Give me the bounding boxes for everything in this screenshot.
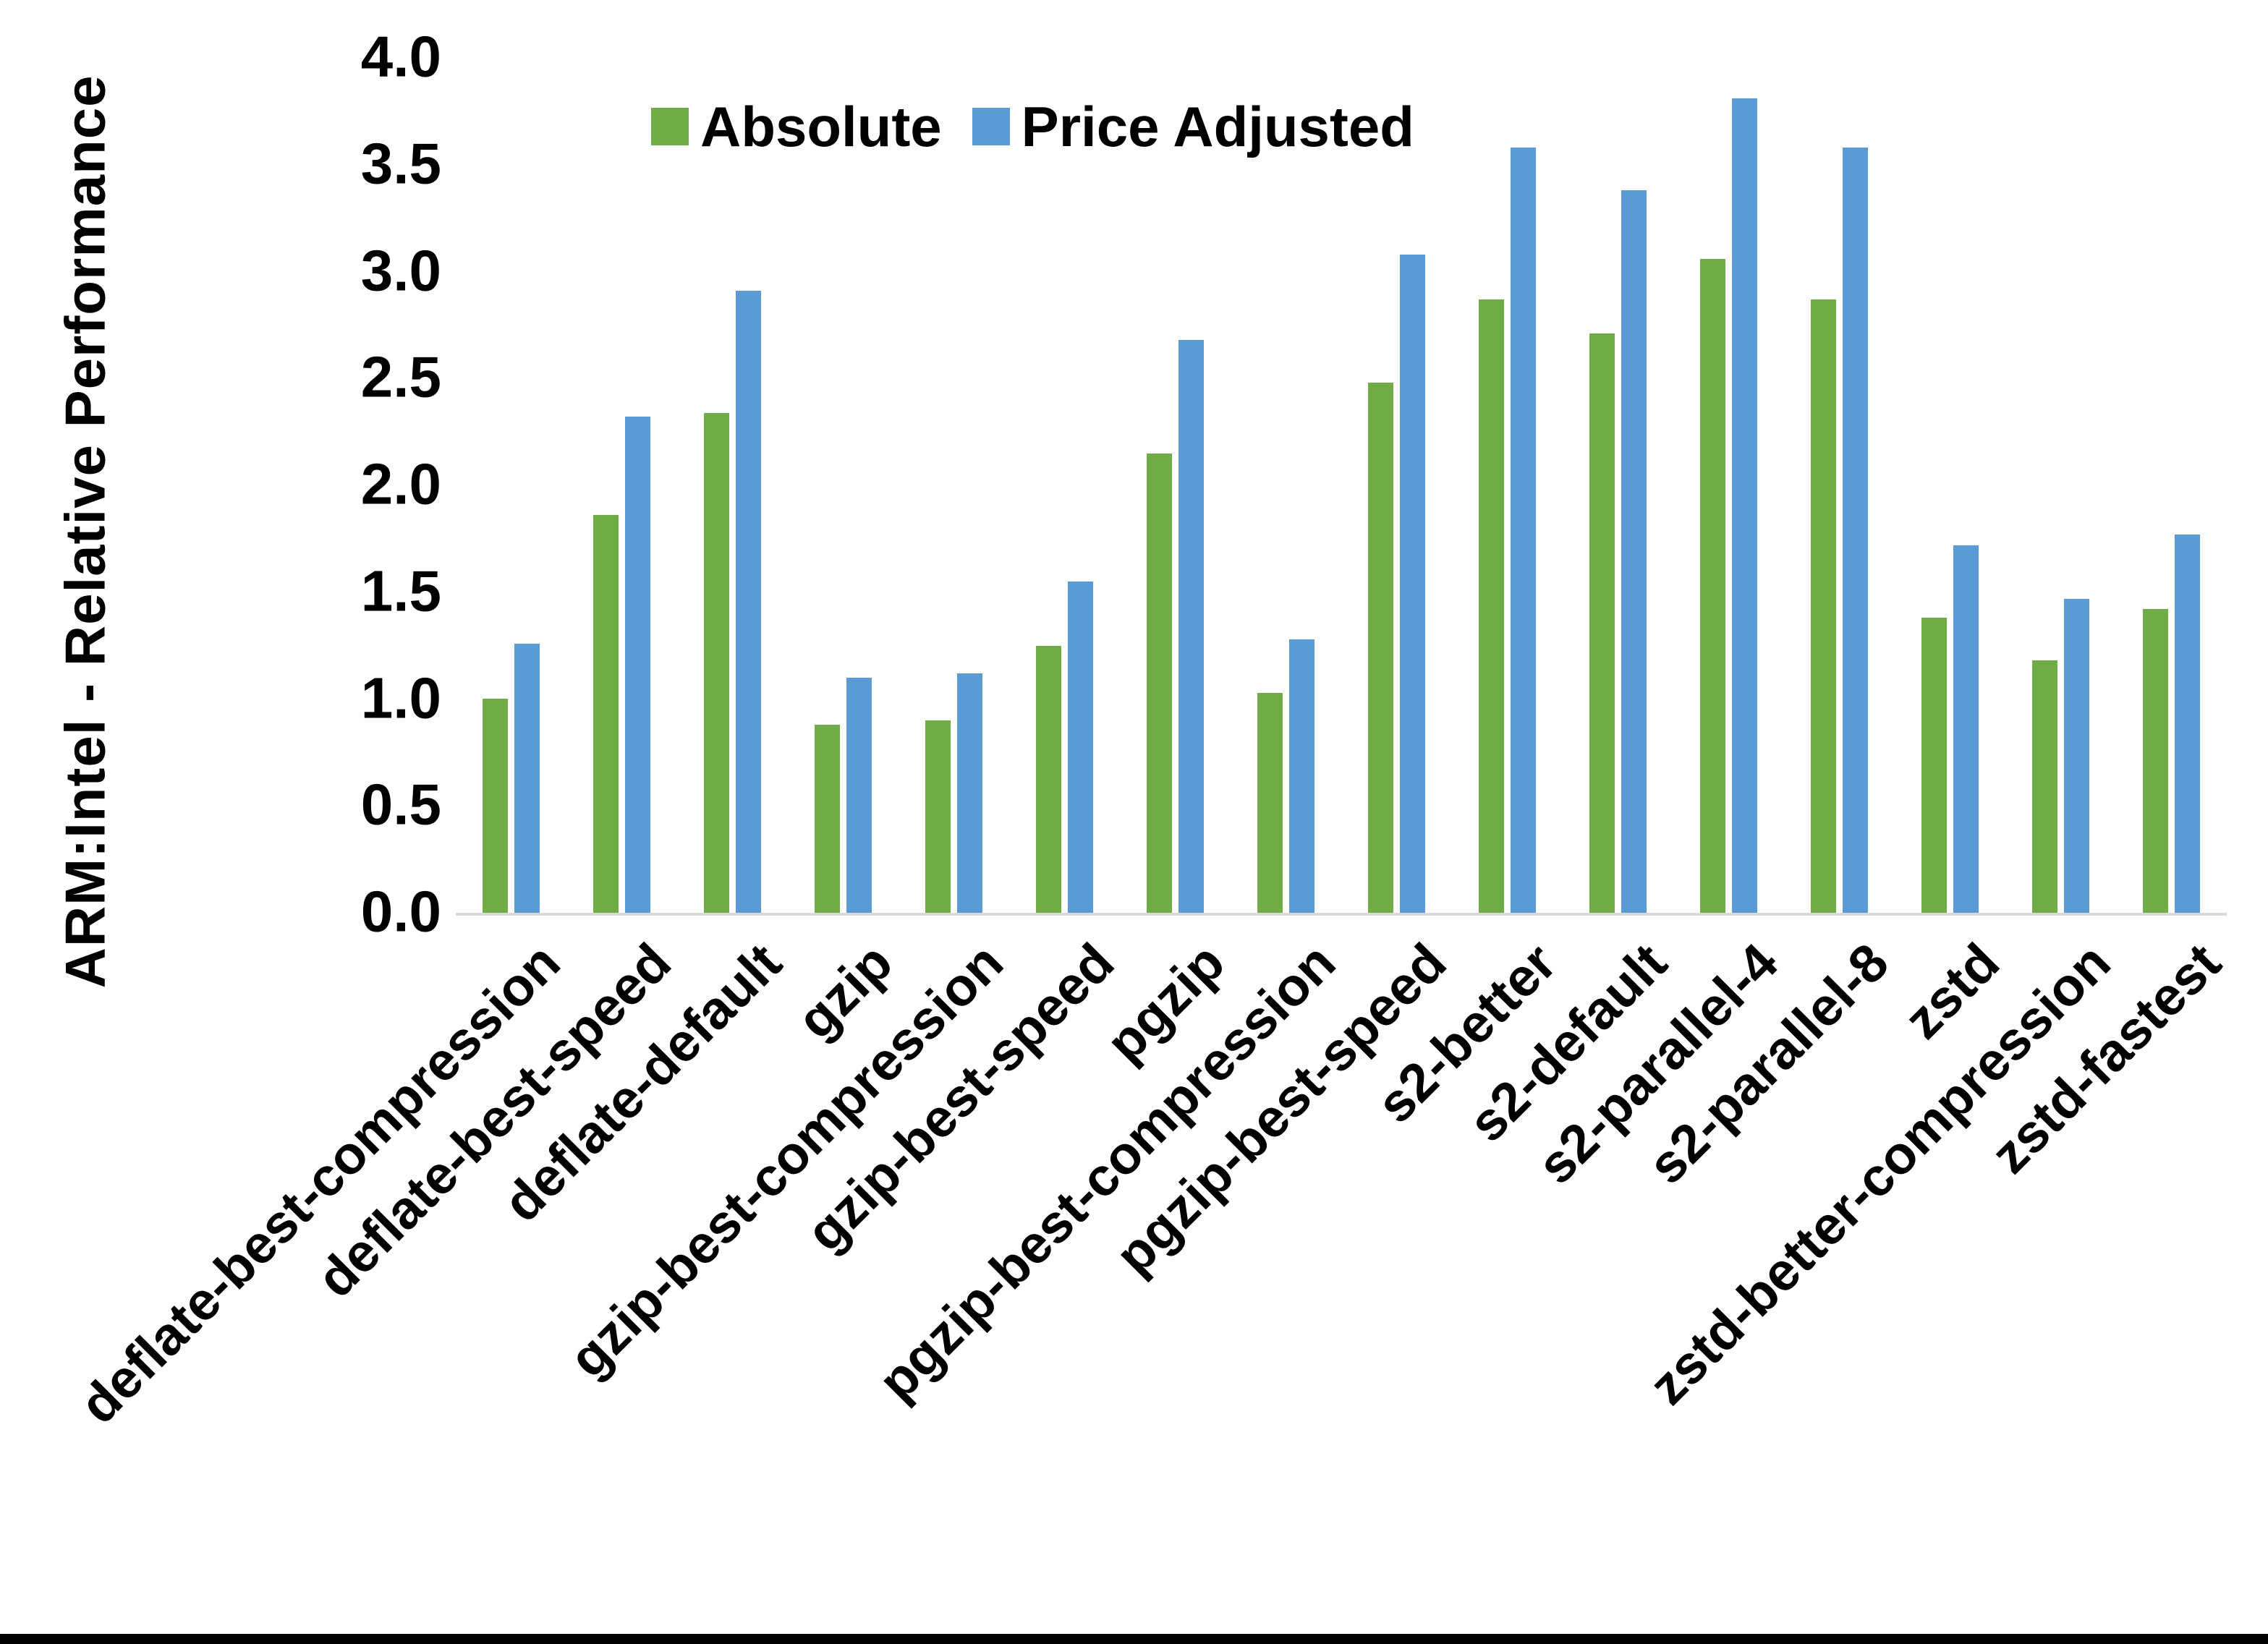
bar-price-adjusted: [1400, 255, 1425, 913]
bar-price-adjusted: [1732, 98, 1757, 913]
legend-item: Price Adjusted: [972, 98, 1414, 155]
bar-price-adjusted: [2175, 534, 2200, 913]
bar-price-adjusted: [1068, 582, 1093, 913]
bar-group: [456, 58, 566, 913]
legend-swatch-absolute: [651, 108, 689, 145]
bar-group: [1673, 58, 1784, 913]
bar-price-adjusted: [1178, 340, 1204, 913]
y-tick-label: 1.0: [360, 665, 441, 730]
bar-group: [2005, 58, 2116, 913]
bar-absolute: [815, 725, 840, 913]
bar-absolute: [2143, 609, 2168, 913]
bar-group: [1563, 58, 1673, 913]
bar-price-adjusted: [1621, 190, 1647, 913]
bar-group: [677, 58, 788, 913]
y-tick-label: 0.0: [360, 879, 441, 944]
bar-group: [2116, 58, 2227, 913]
legend-label: Absolute: [700, 95, 942, 158]
bar-group: [899, 58, 1009, 913]
bottom-border-strip: [0, 1634, 2268, 1644]
legend-label: Price Adjusted: [1021, 95, 1414, 158]
bar-absolute: [1147, 453, 1172, 913]
bar-absolute: [1036, 646, 1061, 913]
bar-group: [1009, 58, 1120, 913]
bar-group: [1231, 58, 1341, 913]
bar-absolute: [1257, 693, 1283, 913]
bar-price-adjusted: [957, 673, 982, 913]
bar-absolute: [925, 720, 951, 913]
bar-price-adjusted: [514, 644, 540, 913]
bar-absolute: [1479, 299, 1504, 913]
bar-group: [1895, 58, 2005, 913]
y-tick-label: 3.5: [360, 131, 441, 196]
bar-price-adjusted: [1843, 148, 1868, 913]
bar-absolute: [1700, 259, 1725, 913]
bar-absolute: [1921, 618, 1947, 913]
legend-item: Absolute: [651, 98, 942, 155]
legend-swatch-price-adjusted: [972, 108, 1010, 145]
y-tick-label: 3.0: [360, 237, 441, 302]
bar-absolute: [1368, 383, 1393, 913]
bar-group: [566, 58, 677, 913]
plot-area: [456, 58, 2227, 916]
y-tick-label: 2.0: [360, 451, 441, 516]
y-tick-label: 4.0: [360, 24, 441, 89]
bar-absolute: [483, 699, 508, 913]
y-axis-title: ARM:Intel - Relative Performance: [53, 74, 117, 989]
bar-absolute: [2032, 660, 2057, 913]
bar-price-adjusted: [1289, 639, 1314, 913]
bar-group: [1784, 58, 1895, 913]
bar-absolute: [704, 413, 729, 913]
bar-group: [788, 58, 899, 913]
bar-price-adjusted: [1511, 148, 1536, 913]
bar-price-adjusted: [1953, 545, 1979, 913]
bar-absolute: [1589, 333, 1615, 913]
y-tick-label: 1.5: [360, 558, 441, 623]
bar-absolute: [593, 515, 619, 913]
y-tick-label: 0.5: [360, 772, 441, 837]
bar-price-adjusted: [625, 417, 650, 913]
bar-group: [1341, 58, 1452, 913]
bar-group: [1120, 58, 1231, 913]
bar-absolute: [1811, 299, 1836, 913]
chart-legend: Absolute Price Adjusted: [651, 98, 1414, 155]
category-label: deflate-best-compression: [68, 932, 572, 1435]
y-tick-label: 2.5: [360, 344, 441, 409]
bar-price-adjusted: [736, 291, 761, 913]
bar-group: [1452, 58, 1563, 913]
bar-price-adjusted: [2064, 599, 2089, 913]
bar-price-adjusted: [846, 678, 872, 913]
